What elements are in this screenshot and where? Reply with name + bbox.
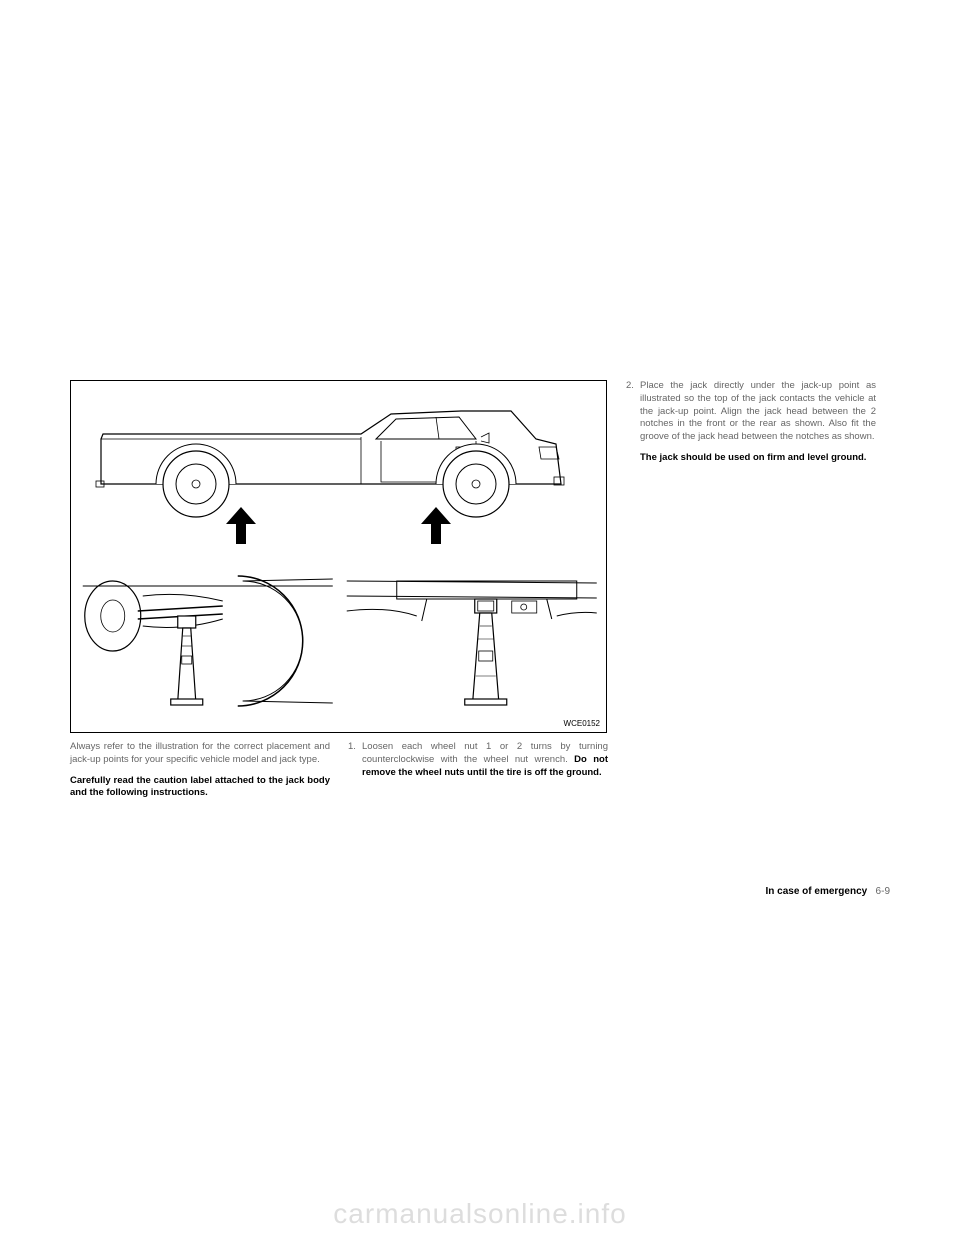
truck-side-view bbox=[81, 389, 598, 554]
step-1-text-a: Loosen each wheel nut 1 or 2 turns by tu… bbox=[362, 741, 608, 765]
step-2-num: 2. bbox=[626, 380, 634, 393]
watermark: carmanualsonline.info bbox=[333, 1198, 626, 1230]
footer-page-number: 6-9 bbox=[876, 886, 890, 897]
intro-paragraph: Always refer to the illustration for the… bbox=[70, 741, 330, 767]
page-footer: In case of emergency 6-9 bbox=[765, 886, 890, 897]
firm-ground-note: The jack should be used on firm and leve… bbox=[626, 452, 876, 465]
caution-paragraph: Carefully read the caution label attache… bbox=[70, 775, 330, 801]
footer-section: In case of emergency bbox=[765, 886, 867, 897]
jack-rear-detail bbox=[81, 561, 335, 711]
step-2-text: Place the jack directly under the jack-u… bbox=[640, 380, 876, 442]
figure-code: WCE0152 bbox=[564, 719, 600, 728]
step-1: 1. Loosen each wheel nut 1 or 2 turns by… bbox=[348, 741, 608, 779]
step-2: 2. Place the jack directly under the jac… bbox=[626, 380, 876, 444]
jack-illustration: WCE0152 bbox=[70, 380, 607, 733]
jack-front-detail bbox=[345, 561, 599, 711]
step-1-num: 1. bbox=[348, 741, 356, 754]
